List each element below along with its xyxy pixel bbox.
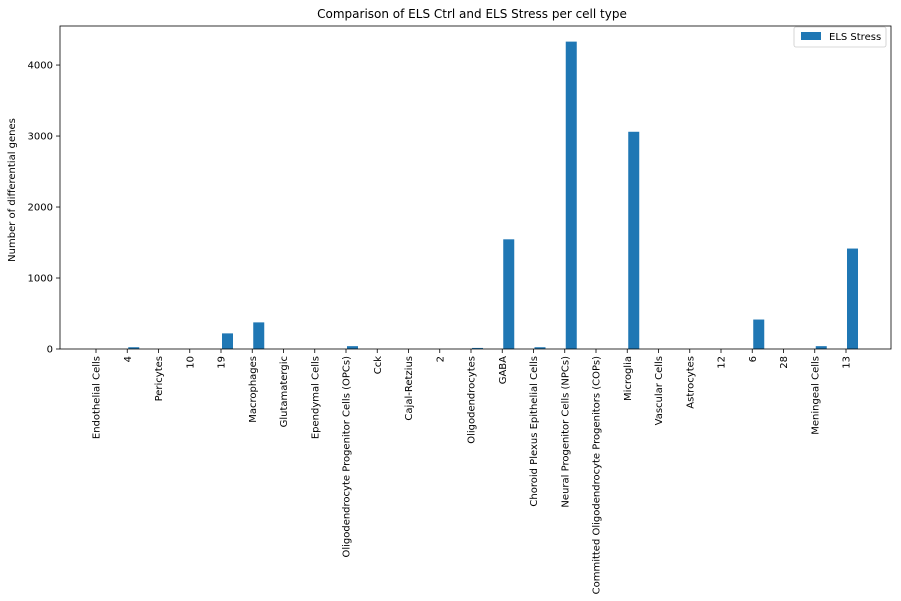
- bar: [128, 347, 140, 349]
- x-tick-label: Oligodendrocyte Progenitor Cells (OPCs): [342, 356, 353, 558]
- x-tick-label: 13: [842, 356, 853, 369]
- bar: [815, 346, 827, 349]
- x-tick-label: Meningeal Cells: [810, 356, 821, 435]
- x-tick-label: Glutamatergic: [279, 356, 290, 427]
- x-tick-label: Ependymal Cells: [310, 356, 321, 439]
- y-tick-label: 4000: [28, 61, 53, 72]
- x-tick-label: Oligodendrocytes: [467, 356, 478, 444]
- x-tick-label: Endothelial Cells: [92, 356, 103, 439]
- x-axis: Endothelial Cells 4 Pericytes 10 19 Macrophag…: [92, 349, 853, 594]
- bar: [565, 41, 577, 350]
- x-tick-label: 10: [185, 356, 196, 369]
- y-axis: 0 1000 2000 3000 4000: [28, 61, 60, 356]
- x-tick-label: Choroid Plexus Epithelial Cells: [529, 356, 540, 507]
- bar: [753, 319, 765, 349]
- bar: [472, 347, 483, 349]
- bar: [534, 347, 546, 349]
- bar: [222, 333, 233, 349]
- plot-frame: [59, 25, 892, 350]
- x-tick-label: 6: [748, 356, 759, 362]
- bar: [628, 131, 640, 349]
- x-tick-label: Pericytes: [154, 356, 165, 401]
- x-tick-label: GABA: [498, 356, 509, 384]
- x-tick-label: Committed Oligodendrocyte Progenitors (C…: [592, 356, 603, 594]
- x-tick-label: Cajal-Retzius: [404, 356, 415, 421]
- x-tick-label: 2: [435, 356, 446, 362]
- bar: [847, 248, 858, 349]
- x-tick-label: Macrophages: [248, 356, 259, 423]
- bar: [503, 239, 515, 349]
- x-tick-label: Astrocytes: [685, 356, 696, 409]
- x-tick-label: 19: [217, 356, 228, 369]
- x-tick-label: Neural Progenitor Cells (NPCs): [560, 356, 571, 508]
- y-tick-label: 3000: [28, 132, 53, 143]
- x-tick-label: Cck: [373, 356, 384, 374]
- x-tick-label: 28: [779, 356, 790, 369]
- legend-label: ELS Stress: [829, 32, 881, 43]
- y-axis-label: Number of differential genes: [7, 118, 18, 262]
- y-tick-label: 2000: [28, 203, 53, 214]
- y-tick-label: 0: [47, 345, 53, 356]
- x-tick-label: 4: [123, 356, 134, 362]
- y-tick-label: 1000: [28, 274, 53, 285]
- legend-swatch: [801, 32, 821, 40]
- legend: ELS Stress: [793, 26, 887, 48]
- chart-title: Comparison of ELS Ctrl and ELS Stress pe…: [317, 7, 627, 21]
- x-tick-label: 12: [717, 356, 728, 369]
- x-tick-label: Microglia: [623, 356, 634, 401]
- bar: [253, 322, 265, 349]
- x-tick-label: Vascular Cells: [654, 356, 665, 425]
- bars-group: [128, 41, 858, 350]
- bar: [347, 346, 358, 349]
